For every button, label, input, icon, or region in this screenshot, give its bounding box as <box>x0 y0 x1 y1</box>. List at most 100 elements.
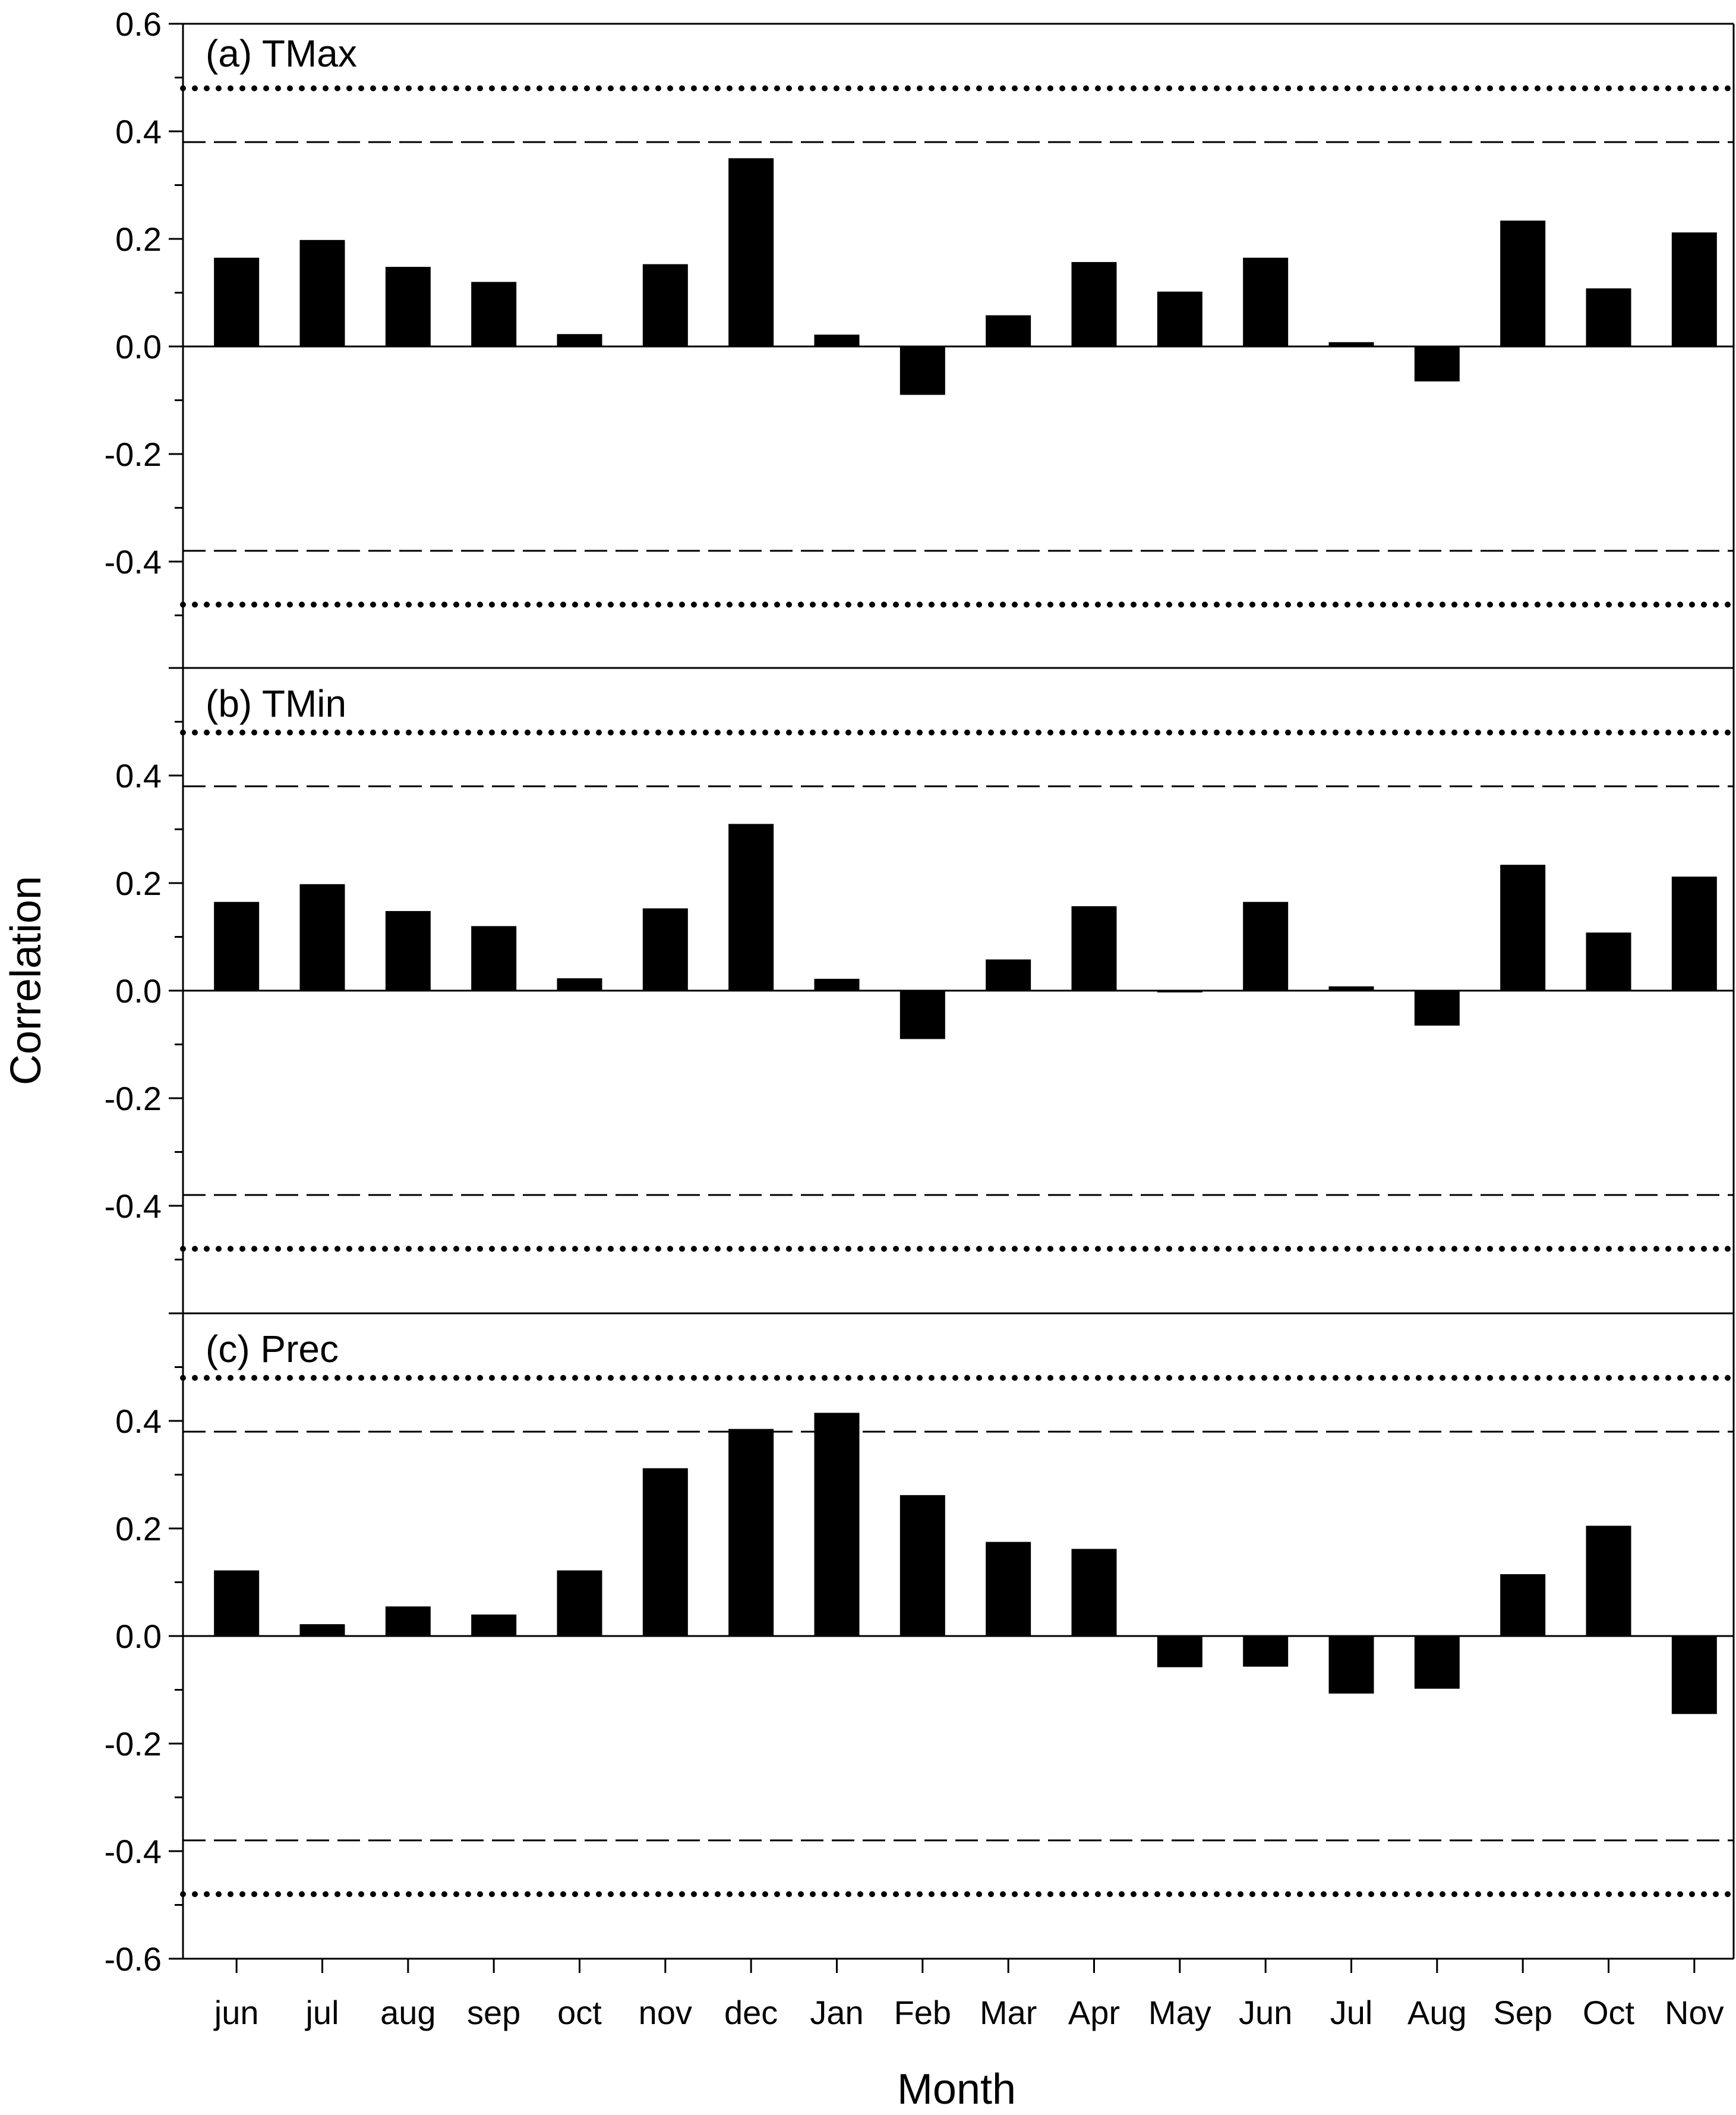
bar-nov <box>642 264 688 346</box>
bar-Mar <box>986 315 1031 346</box>
bar-sep <box>471 1614 517 1636</box>
bar-May <box>1157 991 1202 992</box>
bar-nov <box>642 1468 688 1636</box>
bar-jun <box>214 257 260 346</box>
x-tick-label: Jul <box>1330 1994 1373 2031</box>
bar-jul <box>299 1624 345 1636</box>
x-tick-label: Oct <box>1583 1994 1635 2031</box>
bar-Aug <box>1414 1636 1460 1689</box>
y-tick-label: -0.4 <box>105 543 162 581</box>
x-tick-label: Jun <box>1239 1994 1292 2031</box>
bar-Sep <box>1500 1574 1546 1636</box>
x-tick-label: dec <box>724 1994 778 2031</box>
bar-Jul <box>1328 342 1374 346</box>
bar-Sep <box>1500 865 1546 991</box>
bar-jul <box>299 239 345 346</box>
x-tick-label: jul <box>304 1994 339 2031</box>
bar-jun <box>214 902 260 991</box>
bar-May <box>1157 291 1202 346</box>
x-tick-label: Apr <box>1068 1994 1120 2031</box>
bar-Nov <box>1671 877 1717 991</box>
bar-Jun <box>1243 1636 1289 1667</box>
bar-Aug <box>1414 346 1460 382</box>
bar-aug <box>385 267 431 346</box>
bar-oct <box>557 334 602 346</box>
bar-Oct <box>1586 932 1631 991</box>
bar-Apr <box>1071 261 1117 346</box>
bar-Feb <box>899 991 945 1039</box>
bar-Jul <box>1328 1636 1374 1694</box>
bar-Jan <box>814 1413 860 1636</box>
bar-May <box>1157 1636 1202 1668</box>
y-tick-label: 0.4 <box>115 1402 162 1440</box>
y-tick-label: -0.2 <box>105 1080 162 1117</box>
panel-title: (b) TMin <box>206 682 346 725</box>
bar-Feb <box>899 346 945 395</box>
bar-Aug <box>1414 991 1460 1026</box>
bar-jul <box>299 884 345 991</box>
y-tick-label: -0.4 <box>105 1833 162 1870</box>
bar-Apr <box>1071 1549 1117 1636</box>
bar-Apr <box>1071 906 1117 991</box>
bar-dec <box>728 824 774 991</box>
bar-Oct <box>1586 288 1631 346</box>
bar-Nov <box>1671 232 1717 346</box>
x-tick-label: Feb <box>894 1994 952 2031</box>
x-tick-label: Mar <box>980 1994 1037 2031</box>
panel-title: (a) TMax <box>206 32 357 75</box>
x-axis-title: Month <box>897 2066 1016 2113</box>
bar-sep <box>471 282 517 346</box>
x-tick-label: aug <box>380 1994 435 2031</box>
panel-3: 0.4 0.2 0.0 -0.2 -0.4 -0.6 (c) Prec <box>105 1312 1736 1978</box>
bar-jun <box>214 1570 260 1636</box>
y-tick-label: 0.6 <box>115 5 162 43</box>
panel-1: 0.6 0.4 0.2 0.0 -0.2 -0.4 (a) TMax <box>105 5 1736 668</box>
x-tick-label: Jan <box>810 1994 863 2031</box>
bar-Jan <box>814 979 860 991</box>
bar-Oct <box>1586 1525 1631 1636</box>
bar-oct <box>557 978 602 991</box>
x-tick-label: jun <box>213 1994 259 2031</box>
y-tick-label: 0.4 <box>115 757 162 795</box>
x-axis: jun jul aug sep oct nov dec Jan Feb Mar Apr May Jun J… <box>213 1959 1724 2031</box>
y-tick-label: 0.0 <box>115 1618 162 1655</box>
bar-nov <box>642 908 688 991</box>
x-tick-label: Aug <box>1407 1994 1467 2031</box>
x-tick-label: sep <box>467 1994 520 2031</box>
bar-Sep <box>1500 220 1546 346</box>
bar-Jul <box>1328 986 1374 991</box>
x-tick-label: nov <box>639 1994 692 2031</box>
bar-Mar <box>986 1542 1031 1636</box>
x-tick-label: Sep <box>1493 1994 1552 2031</box>
bar-Feb <box>899 1495 945 1636</box>
bar-Jan <box>814 335 860 346</box>
y-axis-title: Correlation <box>2 876 50 1085</box>
x-tick-label: May <box>1148 1994 1211 2031</box>
bar-Jun <box>1243 902 1289 991</box>
y-tick-label: -0.2 <box>105 436 162 473</box>
panel-2: 0.4 0.2 0.0 -0.2 -0.4 (b) TMin <box>105 667 1736 1315</box>
panel-title: (c) Prec <box>206 1328 339 1370</box>
y-tick-label: -0.4 <box>105 1187 162 1225</box>
bar-Mar <box>986 959 1031 991</box>
y-tick-label: 0.0 <box>115 972 162 1010</box>
bar-Jun <box>1243 257 1289 346</box>
bar-dec <box>728 1429 774 1636</box>
y-tick-label: -0.6 <box>105 1940 162 1978</box>
x-tick-label: Nov <box>1665 1994 1724 2031</box>
y-tick-label: 0.2 <box>115 220 162 258</box>
y-tick-label: 0.2 <box>115 1510 162 1547</box>
y-tick-label: 0.0 <box>115 328 162 365</box>
bar-sep <box>471 926 517 991</box>
bar-aug <box>385 1606 431 1636</box>
bar-dec <box>728 158 774 346</box>
bar-aug <box>385 911 431 991</box>
y-tick-label: 0.4 <box>115 113 162 150</box>
bar-oct <box>557 1570 602 1636</box>
y-tick-label: 0.2 <box>115 865 162 902</box>
y-tick-label: -0.2 <box>105 1725 162 1763</box>
bar-Nov <box>1671 1636 1717 1714</box>
x-tick-label: oct <box>557 1994 602 2031</box>
